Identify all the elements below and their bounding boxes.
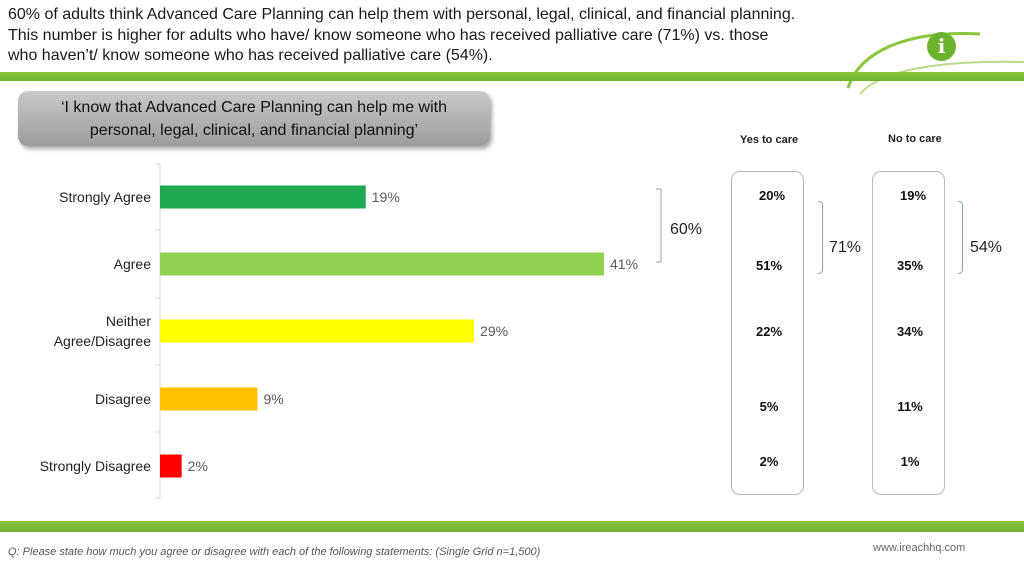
no-neither-value: 34% (896, 324, 924, 339)
bar-value-label: 41% (610, 256, 638, 272)
bar-value-label: 9% (263, 391, 283, 407)
category-label: Agree (114, 256, 152, 272)
question-footnote: Q: Please state how much you agree or di… (8, 546, 541, 558)
bar-strongly-agree (160, 185, 366, 209)
yes-disagree-value: 5% (759, 399, 779, 414)
category-label: Strongly Agree (59, 189, 151, 205)
no-to-care-header: No to care (888, 133, 942, 145)
agree-total-label: 60% (670, 221, 702, 238)
no-strongly-agree-value: 19% (899, 188, 927, 203)
statement-box: ‘I know that Advanced Care Planning can … (18, 91, 490, 146)
yes-to-care-header: Yes to care (740, 134, 799, 146)
bar-agree (160, 252, 604, 276)
headline-line-3: who haven’t/ know someone who has receiv… (8, 47, 493, 64)
bar-neither-agree-disagree (160, 319, 475, 343)
bar-disagree (160, 387, 258, 411)
yes-neither-value: 22% (755, 324, 783, 339)
website-link[interactable]: www.ireachhq.com (873, 542, 966, 554)
no-agree-total: 54% (970, 239, 1003, 256)
headline-line-1: 60% of adults think Advanced Care Planni… (8, 6, 796, 23)
bar-value-label: 2% (188, 458, 208, 474)
statement-line-1: ‘I know that Advanced Care Planning can … (60, 98, 447, 116)
category-label: Disagree (95, 391, 151, 407)
top-divider (0, 72, 1024, 81)
yes-agree-bracket (818, 201, 823, 274)
no-to-care-column (872, 171, 945, 495)
yes-agree-value: 51% (755, 258, 783, 273)
yes-strongly-agree-value: 20% (758, 188, 786, 203)
no-strongly-disagree-value: 1% (900, 454, 920, 469)
category-label: Neither (106, 313, 151, 329)
category-label: Agree/Disagree (54, 333, 151, 349)
bar-value-label: 29% (480, 323, 508, 339)
category-label: Strongly Disagree (40, 458, 151, 474)
yes-to-care-column (731, 171, 804, 495)
info-icon: i (927, 32, 956, 61)
statement-line-2: personal, legal, clinical, and financial… (89, 121, 419, 139)
yes-strongly-disagree-value: 2% (759, 454, 779, 469)
no-agree-value: 35% (896, 258, 924, 273)
agree-bracket (656, 188, 662, 263)
bar-strongly-disagree (160, 454, 182, 478)
headline-line-2: This number is higher for adults who hav… (8, 26, 769, 44)
headline: 60% of adults think Advanced Care Planni… (8, 5, 888, 67)
bar-value-label: 19% (372, 189, 400, 205)
no-agree-bracket (958, 201, 963, 274)
bottom-divider (0, 521, 1024, 532)
yes-agree-total: 71% (829, 239, 862, 256)
no-disagree-value: 11% (897, 399, 923, 414)
